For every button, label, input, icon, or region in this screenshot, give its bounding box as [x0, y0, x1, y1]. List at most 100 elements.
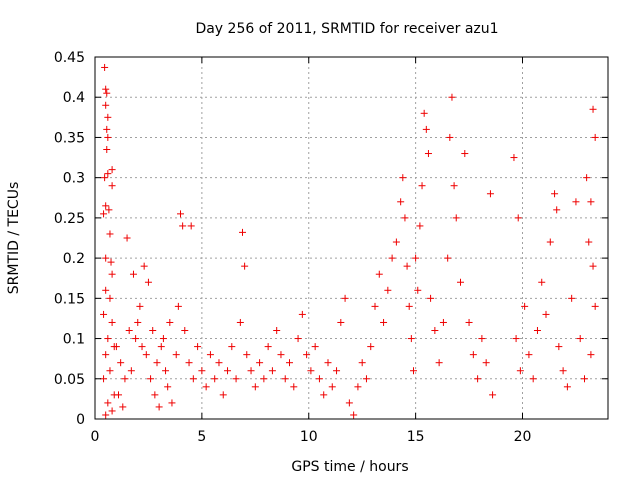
data-point [151, 391, 159, 399]
data-point [102, 411, 110, 419]
data-point [525, 351, 533, 359]
data-point [403, 262, 411, 270]
y-tick-label: 0.3 [63, 171, 85, 187]
data-point [397, 198, 405, 206]
data-point [174, 302, 182, 310]
data-point [105, 206, 113, 214]
data-point [362, 375, 370, 383]
data-point [181, 327, 189, 335]
data-point [298, 310, 306, 318]
y-tick-label: 0.45 [54, 50, 85, 66]
data-point [399, 174, 407, 182]
data-point [529, 375, 537, 383]
data-point [228, 343, 236, 351]
data-point [185, 359, 193, 367]
data-point [551, 190, 559, 198]
data-point [512, 335, 520, 343]
data-point [162, 367, 170, 375]
data-point [103, 146, 111, 154]
data-point [405, 302, 413, 310]
data-point [115, 391, 123, 399]
y-tick-label: 0.2 [63, 251, 85, 267]
data-point [159, 335, 167, 343]
data-point [358, 359, 366, 367]
data-point [106, 367, 114, 375]
y-tick-label: 0.25 [54, 211, 85, 227]
data-point [474, 375, 482, 383]
data-point [100, 375, 108, 383]
data-point [328, 383, 336, 391]
data-point [542, 310, 550, 318]
data-point [238, 228, 246, 236]
data-point [166, 318, 174, 326]
data-point [424, 150, 432, 158]
data-point [591, 302, 599, 310]
data-point [144, 278, 152, 286]
data-point [103, 89, 111, 97]
data-point [533, 327, 541, 335]
data-point [559, 367, 567, 375]
data-point [478, 335, 486, 343]
x-tick-label: 0 [91, 429, 100, 445]
data-point [194, 343, 202, 351]
data-point [446, 133, 454, 141]
data-point [273, 327, 281, 335]
data-point [450, 182, 458, 190]
data-point [420, 109, 428, 117]
data-point [149, 327, 157, 335]
data-point [102, 85, 110, 93]
data-point [341, 294, 349, 302]
y-tick-label: 0.4 [63, 90, 85, 106]
y-tick-label: 0.05 [54, 372, 85, 388]
data-point [102, 286, 110, 294]
data-point [101, 174, 109, 182]
data-point [439, 318, 447, 326]
data-point [100, 210, 108, 218]
data-point [375, 270, 383, 278]
data-point [106, 230, 114, 238]
data-point [104, 133, 112, 141]
data-point [371, 302, 379, 310]
data-point [127, 367, 135, 375]
data-point [482, 359, 490, 367]
data-point [568, 294, 576, 302]
axis-ticks: 0 5 10 15 20 0 0.05 0.1 0.15 0.2 0.25 0.3 0.35 0.4 0.4… [54, 50, 608, 445]
data-point [435, 359, 443, 367]
data-point [129, 270, 137, 278]
y-tick-label: 0.15 [54, 291, 85, 307]
data-point [100, 310, 108, 318]
data-point [333, 367, 341, 375]
y-tick-label: 0.35 [54, 130, 85, 146]
data-point [320, 391, 328, 399]
data-point [147, 375, 155, 383]
data-point [469, 351, 477, 359]
data-point [211, 375, 219, 383]
data-point [142, 351, 150, 359]
x-tick-label: 5 [197, 429, 206, 445]
data-point [303, 351, 311, 359]
data-point [553, 206, 561, 214]
data-point [264, 343, 272, 351]
data-point [268, 367, 276, 375]
data-point [572, 198, 580, 206]
data-point [401, 214, 409, 222]
data-point [412, 254, 420, 262]
data-point [510, 154, 518, 162]
data-point [576, 335, 584, 343]
data-point [448, 93, 456, 101]
data-point [354, 383, 362, 391]
data-point [384, 286, 392, 294]
data-point [102, 202, 110, 210]
data-point [589, 105, 597, 113]
data-point [241, 262, 249, 270]
data-point [168, 399, 176, 407]
data-point [102, 101, 110, 109]
data-point [104, 113, 112, 121]
data-point [108, 407, 116, 415]
data-point [236, 318, 244, 326]
data-point [392, 238, 400, 246]
grid [95, 57, 608, 419]
data-point [157, 343, 165, 351]
data-point [555, 343, 563, 351]
data-point [457, 278, 465, 286]
